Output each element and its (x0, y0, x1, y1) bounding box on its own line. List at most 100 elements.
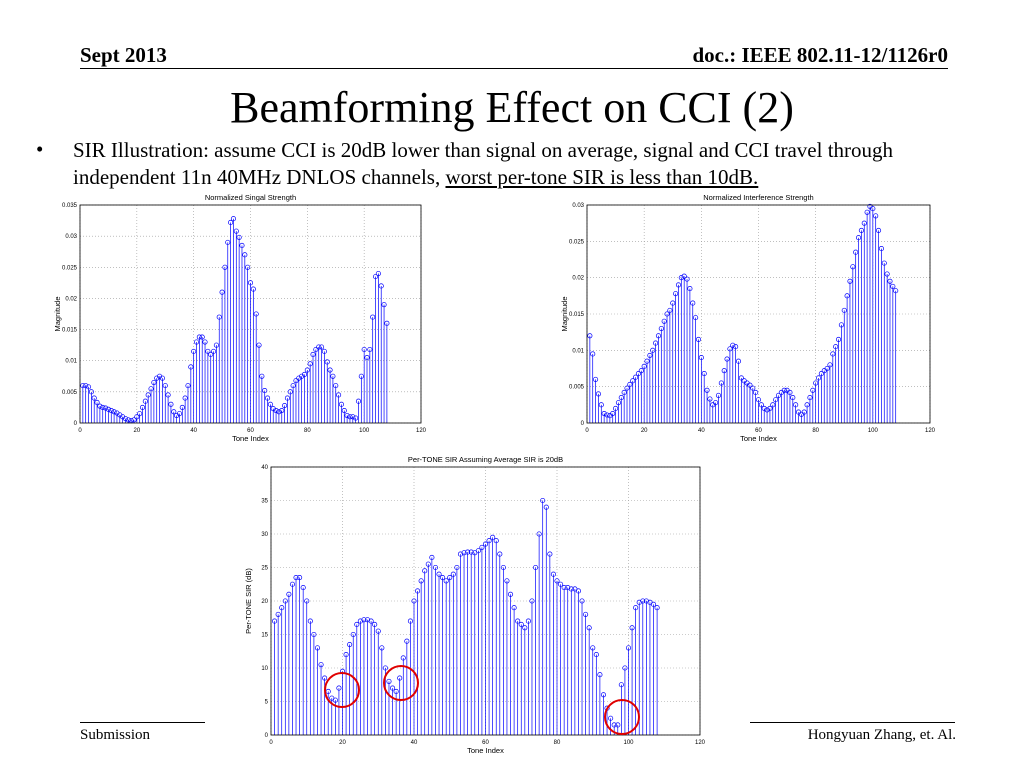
stem-marker (807, 395, 813, 401)
stem-marker (193, 339, 200, 345)
stem-marker (384, 320, 390, 326)
stem-marker (518, 621, 524, 628)
stem-marker (618, 395, 624, 401)
stem-marker (367, 346, 373, 353)
stem-marker (100, 404, 106, 410)
stem-marker (176, 411, 183, 417)
stem-marker (497, 551, 503, 557)
stem-marker (185, 383, 191, 389)
stem-marker (675, 282, 682, 288)
stem-marker (695, 336, 702, 342)
y-tick-label: 0.035 (62, 203, 78, 209)
y-axis-label: Magnitude (560, 296, 569, 331)
stem-marker (698, 355, 704, 361)
stem-marker (575, 588, 582, 594)
stem-marker (247, 280, 254, 286)
stem-marker (171, 409, 177, 415)
footer-rule (80, 722, 205, 723)
stem-marker (747, 382, 753, 388)
stem-marker (230, 216, 237, 222)
bullet-dot: • (36, 137, 44, 161)
stem-marker (357, 618, 363, 624)
stem-marker (608, 715, 614, 721)
y-tick-label: 0.015 (62, 328, 78, 334)
stem-marker (738, 375, 744, 381)
stem-marker (304, 598, 310, 604)
stem-marker (761, 405, 767, 412)
stem-marker (775, 392, 782, 398)
stem-marker (425, 561, 431, 567)
stem-marker (824, 365, 830, 372)
stem-marker (191, 348, 197, 354)
stem-marker (347, 414, 353, 420)
stem-marker (730, 342, 736, 348)
y-axis-label: Magnitude (53, 296, 62, 331)
stem-marker (790, 395, 796, 401)
y-tick-label: 0 (581, 421, 585, 427)
x-tick-label: 40 (411, 740, 418, 746)
stem-marker (500, 564, 506, 571)
stem-marker (447, 574, 453, 581)
stem-marker (182, 395, 188, 401)
stem-marker (587, 333, 593, 339)
y-tick-label: 0.005 (569, 385, 585, 391)
stem-marker (418, 578, 424, 584)
stem-marker (511, 605, 517, 611)
stem-marker (561, 585, 567, 591)
y-tick-label: 40 (261, 465, 268, 471)
stem-marker (338, 401, 344, 407)
stem-marker (131, 417, 137, 423)
stem-marker (256, 342, 262, 348)
x-tick-label: 100 (359, 428, 370, 434)
stem-marker (429, 554, 435, 561)
stem-marker (855, 235, 862, 241)
x-tick-label: 120 (695, 740, 706, 746)
x-tick-label: 40 (698, 428, 705, 434)
stem-marker (713, 400, 719, 406)
stem-marker (764, 407, 770, 413)
chart-title: Normalized Singal Strength (205, 193, 296, 202)
stem-marker (259, 373, 265, 379)
stem-marker (638, 368, 644, 374)
axes-frame (270, 466, 701, 736)
stem-marker (375, 270, 381, 277)
stem-marker (593, 376, 599, 382)
axes-frame (586, 204, 931, 424)
stem-marker (630, 378, 636, 384)
header-rule (80, 68, 948, 69)
x-axis-label: Tone Index (232, 434, 269, 443)
stem-marker (661, 318, 667, 324)
stem-marker (450, 571, 456, 577)
stem-marker (504, 578, 510, 584)
stem-marker (813, 380, 819, 386)
x-axis-label: Tone Index (467, 746, 504, 755)
stem-marker (727, 346, 733, 352)
stem-marker (590, 645, 596, 651)
stem-marker (890, 283, 896, 289)
stem-marker (529, 598, 535, 604)
stem-marker (422, 568, 428, 574)
stem-marker (758, 402, 764, 408)
stem-marker (293, 378, 299, 384)
stem-marker (878, 246, 884, 252)
stem-marker (284, 395, 290, 401)
stem-marker (250, 286, 256, 292)
stem-marker (361, 617, 367, 623)
stem-marker (111, 409, 117, 415)
stem-marker (593, 652, 599, 658)
stem-marker (344, 412, 350, 419)
stem-marker (137, 411, 143, 417)
stem-marker (372, 621, 378, 628)
stem-marker (833, 344, 839, 350)
y-tick-label: 10 (261, 666, 268, 672)
stem-marker (134, 414, 140, 420)
stem-marker (316, 344, 322, 350)
stem-marker (382, 665, 388, 671)
stem-marker (536, 531, 542, 537)
stem-marker (454, 564, 460, 571)
stem-marker (219, 289, 225, 295)
stem-marker (336, 392, 342, 398)
stem-marker (810, 387, 816, 393)
stem-marker (693, 315, 699, 321)
stem-marker (297, 574, 303, 581)
